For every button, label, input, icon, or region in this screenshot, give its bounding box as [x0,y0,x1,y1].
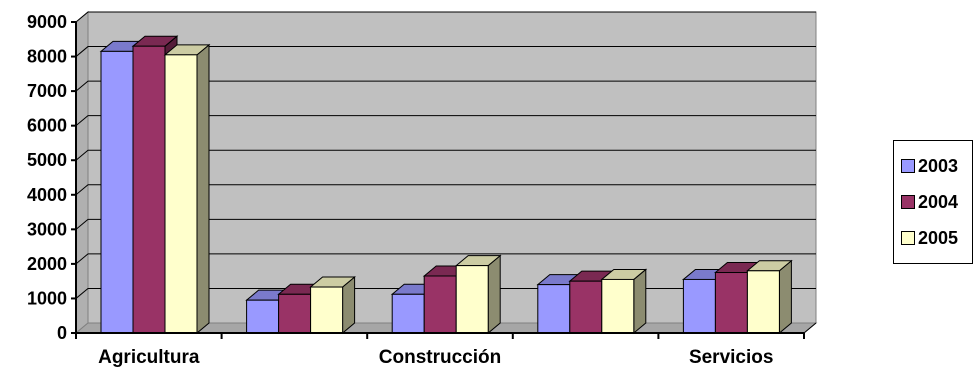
gridline [75,11,816,23]
bar-side [778,259,792,335]
legend-swatch-2003 [901,159,915,173]
legend-label-2005: 2005 [918,227,959,248]
gridline [75,46,816,57]
bar-front [746,270,780,334]
legend-swatch-2005 [901,231,915,245]
axes [75,22,817,334]
legend-label-2003: 2003 [918,155,959,176]
y-tick-label: 6000 [27,116,67,136]
bar-front [537,284,571,334]
bar-side [487,254,501,335]
x-category-label: Construcción [379,347,501,368]
y-tick-label: 8000 [27,47,67,67]
legend-item-2005: 2005 [901,227,958,249]
bar-front [246,299,280,334]
legend-item-2004: 2004 [901,191,958,213]
gridlines [75,11,816,299]
bar-front [601,278,635,334]
y-axis-ticks: 0 1000 2000 3000 4000 5000 6000 7000 8000 9000 [27,12,76,343]
x-category-label: Agricultura [98,347,200,368]
bar-side [196,43,210,335]
bar-front [455,265,489,334]
y-tick-label: 3000 [27,219,67,239]
bar [309,275,356,335]
bar-front [278,293,312,334]
bar-side [633,268,647,335]
bar-front [100,50,134,334]
y-tick-label: 0 [57,323,67,343]
side-wall [75,10,89,335]
bars [99,35,793,335]
bar [163,43,211,335]
gridline [75,80,816,92]
legend-label-2004: 2004 [918,191,959,212]
x-axis-labels: Agricultura Construcción Servicios [75,333,805,368]
y-tick-label: 7000 [27,81,67,101]
y-tick-label: 2000 [27,254,67,274]
bar-front [391,293,425,334]
bar [600,268,648,335]
gridline [75,184,816,196]
bar-front [310,286,344,334]
gridline [75,218,816,230]
bar [454,254,502,335]
bar-front [164,54,198,334]
y-tick-label: 9000 [27,12,67,32]
gridline [75,149,816,161]
legend: 2003 2004 2005 [893,140,973,264]
legend-swatch-2004 [901,195,915,209]
bar-front [423,275,457,334]
bar-front [714,272,748,334]
bar-front [682,278,716,334]
bar [746,259,793,335]
x-category-label: Servicios [689,347,774,368]
bar-front [132,45,166,334]
y-tick-label: 4000 [27,185,67,205]
legend-item-2003: 2003 [901,155,958,177]
bar-front [569,280,603,334]
gridline [75,253,816,265]
y-tick-label: 5000 [27,150,67,170]
floor-edge [803,322,817,334]
y-tick-label: 1000 [27,288,67,308]
gridline [75,115,816,127]
